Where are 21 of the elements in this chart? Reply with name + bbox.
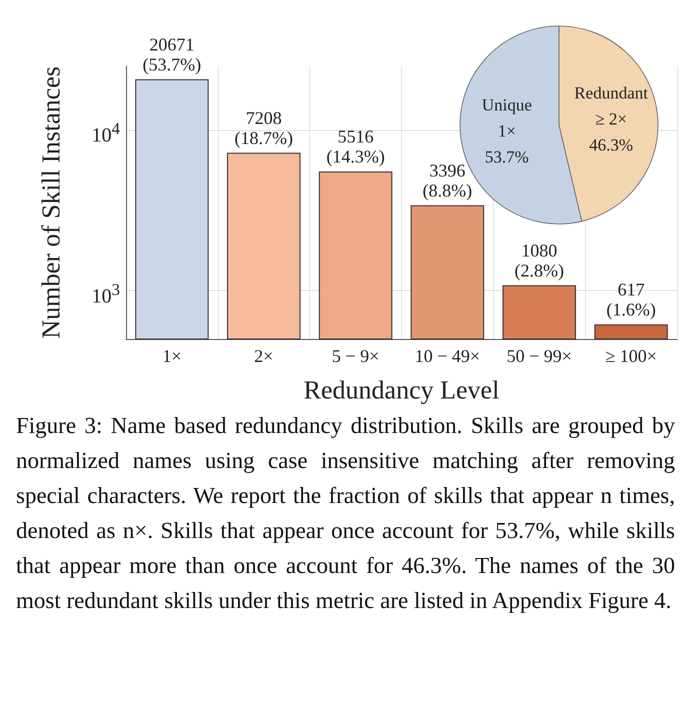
y-axis-title: Number of Skill Instances — [36, 66, 66, 339]
y-tick-label: 10$^{3}$ — [92, 278, 120, 308]
x-tick-label: 50 − 99× — [506, 346, 572, 366]
x-tick-label: ≥ 100× — [605, 346, 657, 366]
data-label: 7208 (18.7%) — [234, 108, 293, 148]
x-tick-label: 5 − 9× — [332, 346, 380, 366]
caption: Figure 3: Name based redundancy distribution. Skills are grouped by normalized names using case insensitive matching after removing special characters. We report the fraction of skills that appear n times, denoted as n×. Skills that appear once account for 53.7%, while skills that appear more than once account for 46.3%. The names of the 30 most redundant skills under this metric are listed in Appendix Figure 4. — [15, 412, 676, 615]
y-tick-label: 10$^{4}$ — [92, 118, 120, 148]
data-label: 3396 (8.8%) — [422, 160, 472, 200]
data-label: 20671 (53.7%) — [142, 34, 202, 74]
x-tick-label: 1× — [162, 346, 182, 366]
data-label: 46.3% — [589, 135, 634, 154]
x-tick-label: 10 − 49× — [414, 346, 480, 366]
x-axis-title: Redundancy Level — [304, 376, 500, 404]
x-tick-label: 2× — [254, 346, 274, 366]
data-label: 1080 (2.8%) — [514, 240, 564, 280]
slice-label: Unique 1× — [482, 96, 532, 141]
data-label: 5516 (14.3%) — [326, 126, 385, 166]
slice-label: Redundant ≥ 2× — [574, 83, 648, 128]
data-label: 53.7% — [484, 148, 529, 167]
data-label: 617 (1.6%) — [606, 279, 656, 320]
